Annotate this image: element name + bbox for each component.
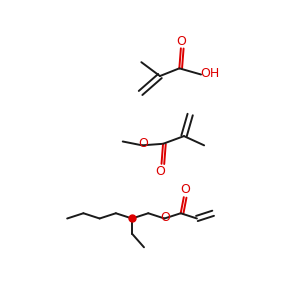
Text: O: O [138,137,148,150]
Text: O: O [177,35,187,48]
Text: O: O [155,165,165,178]
Text: O: O [160,211,170,224]
Text: OH: OH [200,67,219,80]
Text: O: O [180,183,190,196]
